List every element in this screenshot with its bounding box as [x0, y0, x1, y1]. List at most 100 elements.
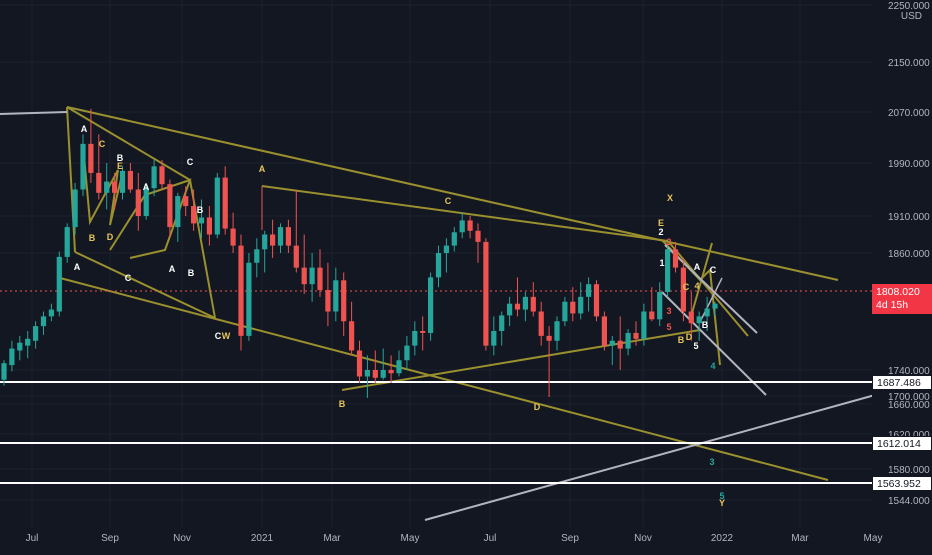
candle-body [159, 166, 165, 185]
price-tick-label: 1700.000 [888, 392, 930, 403]
candle-body [151, 166, 157, 189]
candle-body [641, 311, 647, 339]
trendline-gray[interactable] [424, 394, 876, 521]
candle-body [396, 360, 402, 374]
wave-label: A [169, 264, 176, 274]
candle-body [364, 370, 370, 377]
current-price-tag: 1808.020 4d 15h [872, 284, 932, 314]
candle-body [112, 181, 118, 193]
wave-label: B [89, 233, 96, 243]
candle-body [270, 234, 276, 246]
candle-body [127, 170, 133, 190]
candle-body [349, 321, 355, 351]
time-tick-label: Nov [634, 533, 652, 544]
trendline-gray[interactable] [661, 291, 767, 396]
wave-label: C [445, 196, 452, 206]
time-tick-label: May [864, 533, 883, 544]
trendline[interactable] [59, 277, 829, 481]
candle-body [17, 342, 23, 351]
candle-body [491, 331, 497, 346]
level-tag-1: 1687.486 [872, 375, 932, 390]
trendline[interactable] [66, 106, 76, 253]
candle-body [325, 290, 331, 312]
currency-label: USD [900, 11, 922, 22]
trendline[interactable] [689, 242, 713, 321]
candle-body [538, 311, 544, 336]
trendline[interactable] [189, 179, 216, 319]
grid-lines [0, 0, 874, 527]
candle-body [198, 217, 205, 224]
trendline[interactable] [341, 329, 701, 391]
price-axis[interactable]: 2250.000 2150.000 2070.000 1990.000 1910.000… [888, 1, 930, 507]
time-axis-bg [0, 527, 872, 550]
candle-body [175, 196, 181, 228]
candle-body [617, 340, 623, 349]
candle-body [428, 277, 434, 333]
trendline-gray[interactable] [0, 111, 68, 115]
price-tick-label: 1740.000 [888, 366, 930, 377]
candle-body [459, 220, 465, 233]
candle-body [96, 172, 102, 193]
candle-body [191, 206, 197, 224]
price-tick-label: 1620.000 [888, 430, 930, 441]
wave-label: Y [719, 498, 725, 508]
candle-body [467, 220, 473, 231]
time-tick-label: Jul [26, 533, 39, 544]
time-tick-label: Jul [484, 533, 497, 544]
candle-body [262, 234, 268, 250]
wave-label: A [81, 124, 88, 134]
candle-body [404, 345, 410, 361]
wave-label: 4 [710, 361, 715, 371]
candle-body [119, 170, 126, 193]
candle-body [341, 280, 347, 322]
candle-body [72, 189, 78, 228]
candle-body [625, 332, 631, 349]
time-axis[interactable]: Jul Sep Nov 2021 Mar May Jul Sep Nov 2022 Mar May [26, 533, 883, 544]
candle-body [680, 267, 686, 312]
price-tick-label: 1660.000 [888, 400, 930, 411]
pattern-path[interactable] [109, 178, 192, 259]
trendline-gray[interactable] [664, 244, 758, 334]
price-axis-bg [872, 0, 932, 550]
trendline[interactable] [74, 251, 216, 319]
candle-body [238, 245, 244, 336]
wave-label: C [215, 331, 222, 341]
candlesticks [1, 108, 718, 398]
candle-body [451, 232, 457, 246]
candle-body [56, 256, 62, 312]
wave-label: A [694, 262, 701, 272]
wave-label: C [125, 273, 132, 283]
wave-label: D [107, 232, 114, 242]
candle-body [143, 188, 149, 216]
candle-body [80, 143, 86, 190]
candle-body [1, 363, 7, 380]
candle-body [483, 241, 489, 346]
trendline-gray[interactable] [699, 277, 723, 323]
candle-body [285, 227, 291, 246]
wave-label: X [667, 193, 673, 203]
price-tick-label: 1580.000 [888, 465, 930, 476]
candle-body [688, 311, 694, 324]
candle-body [601, 316, 607, 346]
candle-body [554, 321, 560, 341]
candle-body [633, 332, 639, 339]
trendline[interactable] [66, 106, 191, 181]
candle-body [135, 189, 141, 216]
trendline[interactable] [667, 240, 749, 337]
trendline[interactable] [261, 185, 669, 242]
candle-body [230, 228, 236, 246]
candle-body [277, 227, 284, 246]
candle-body [507, 303, 513, 316]
candle-body [546, 335, 552, 341]
candle-body [333, 280, 339, 312]
time-tick-label: 2022 [711, 533, 734, 544]
price-tick-label: 1544.000 [888, 496, 930, 507]
time-tick-label: Sep [561, 533, 579, 544]
drawing-lines[interactable] [0, 106, 876, 521]
time-tick-label: Mar [791, 533, 809, 544]
candle-body [696, 316, 702, 324]
pattern-path[interactable] [82, 144, 123, 226]
wave-label: 3 [709, 457, 714, 467]
